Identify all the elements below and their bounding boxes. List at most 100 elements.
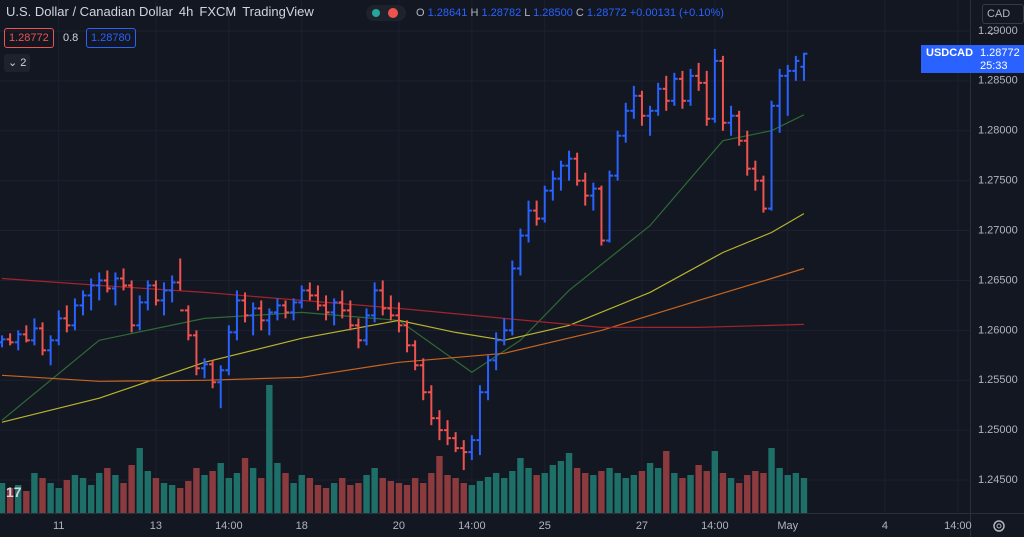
logo[interactable]: 17 [6, 484, 22, 500]
ohlc-bar [95, 272, 103, 301]
ohlc-bar [492, 332, 500, 371]
volume-bar [444, 475, 451, 513]
ohlc-bar [63, 305, 71, 333]
volume-bar [614, 473, 621, 513]
volume-bar [63, 480, 71, 513]
volume-bar [671, 473, 678, 513]
volume-bar [776, 468, 783, 513]
spread: 0.8 [63, 32, 79, 44]
moving-average [1, 114, 805, 421]
y-tick-label: 1.29000 [978, 25, 1018, 37]
ohlc-bar [201, 358, 209, 379]
volume-bar [760, 473, 767, 513]
ohlc-bar [257, 300, 265, 331]
ohlc-bar [306, 282, 314, 301]
ohlc-bar [800, 52, 808, 81]
ohlc-bar [330, 298, 338, 326]
indicator-count: 2 [20, 57, 27, 69]
ohlc-bar [589, 182, 597, 211]
ohlc-bar [111, 272, 119, 306]
ohlc-bar [87, 278, 95, 311]
x-tick-label: 14:00 [701, 520, 729, 532]
ohlc-bar [47, 335, 55, 366]
ohlc-bar [282, 300, 290, 319]
ohlc-bar [249, 302, 257, 336]
volume-bar [120, 483, 127, 513]
interval[interactable]: 4h [178, 4, 194, 19]
ohlc-bar [298, 285, 306, 309]
volume-bar [517, 458, 524, 513]
ohlc-bar [427, 385, 435, 426]
ohlc-bar [768, 100, 776, 211]
ohlc-bar [71, 298, 79, 331]
volume-bar [112, 475, 119, 513]
ohlc-bar [144, 280, 152, 311]
ohlc-bar [460, 440, 468, 471]
ohlc-value: 1.28641 [427, 7, 468, 19]
volume-bar [209, 471, 216, 513]
ohlc-bar [120, 268, 128, 291]
ohlc-bar [565, 150, 573, 181]
settings-icon[interactable] [990, 517, 1008, 535]
volume-bar [47, 483, 54, 513]
volume-bar [322, 488, 330, 513]
volume-bar [573, 468, 581, 513]
volume-bar [168, 485, 176, 513]
y-tick-label: 1.26000 [978, 324, 1018, 336]
countdown: 25:33 [980, 59, 1008, 72]
ohlc-bar [670, 72, 678, 106]
volume-bar [654, 468, 662, 513]
volume-bar [598, 471, 605, 513]
volume-bar [719, 473, 727, 513]
ohlc-bar [533, 200, 541, 226]
volume-bar [468, 485, 476, 513]
volume-bar [274, 463, 281, 513]
ohlc-value: 1.28500 [533, 7, 573, 19]
ohlc-bar [346, 300, 354, 331]
volume-bar [160, 483, 168, 513]
ohlc-bar [233, 290, 241, 341]
volume-bar [703, 471, 710, 513]
volume-bar [711, 451, 719, 513]
volume-bar [638, 471, 646, 513]
ohlc-bar [209, 360, 217, 389]
volume-bar [428, 473, 435, 513]
indicators-toggle[interactable]: ⌄ 2 [4, 54, 31, 72]
status-dot [372, 9, 380, 17]
moving-average [1, 213, 805, 423]
x-tick-label: 20 [393, 520, 405, 532]
ohlc-bar [103, 270, 111, 293]
ohlc-key: L [524, 7, 531, 19]
market-status[interactable] [366, 5, 406, 21]
volume-bar [403, 485, 411, 513]
volume-bar [452, 478, 459, 513]
last-price: 1.28772 [980, 46, 1020, 59]
volume-bar [39, 478, 46, 513]
volume-bar [679, 478, 686, 513]
ohlc-bar [128, 280, 136, 333]
volume-bar [144, 471, 152, 513]
volume-bar [436, 456, 443, 513]
ohlc-bar [152, 280, 160, 306]
ohlc-bar [419, 358, 427, 401]
volume-bar [177, 488, 184, 513]
ohlc-bar [411, 340, 419, 371]
volume-bar [476, 481, 484, 513]
ohlc-bar [435, 410, 443, 441]
legend-header: U.S. Dollar / Canadian Dollar 4h FXCM Tradi… [6, 4, 320, 19]
ohlc-bar [225, 325, 233, 376]
volume-bar [363, 475, 370, 513]
moving-average [1, 267, 805, 382]
ohlc-bar [290, 298, 298, 321]
volume-bar [387, 481, 395, 513]
ohlc-bar [338, 290, 346, 319]
buy-button[interactable]: 1.28780 [86, 28, 136, 48]
currency-select[interactable]: CAD ⌄ [982, 4, 1024, 38]
volume-bar [298, 475, 305, 513]
ohlc-bar [581, 172, 589, 206]
volume-bar [752, 471, 759, 513]
volume-bar [663, 451, 670, 513]
sell-button[interactable]: 1.28772 [4, 28, 54, 48]
volume-bar [152, 478, 160, 513]
